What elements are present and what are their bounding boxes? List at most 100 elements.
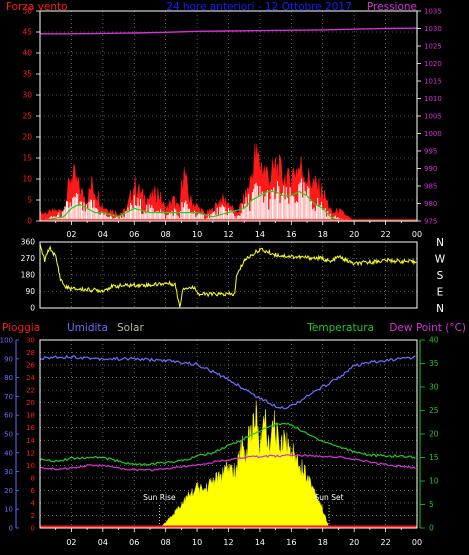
wind-tick-label: 25 [22,112,32,121]
rain-tick-label: 22 [26,387,35,395]
temperature-tick-label: 30 [429,383,439,392]
humidity-tick-label: 60 [4,412,13,420]
time-tick-label: 08 [161,538,171,547]
wind-tick-label: 30 [22,91,32,100]
humidity-tick-label: 30 [4,468,13,476]
pressure-tick-label: 1025 [424,43,442,51]
time-tick-label: 00 [412,230,422,239]
time-tick-label: 16 [286,538,296,547]
direction-tick-label: 180 [21,271,36,280]
time-tick-label: 12 [223,230,233,239]
time-tick-label: 04 [98,538,108,547]
pressure-tick-label: 1015 [424,78,442,86]
wind-average-line [39,190,417,222]
pressure-tick-label: 985 [424,183,437,191]
wind-tick-label: 20 [22,133,32,142]
rain-tick-label: 18 [26,412,35,420]
wind-axis-label: Forza vento [6,1,68,13]
time-tick-label: 10 [192,538,202,547]
rain-tick-label: 16 [26,424,35,432]
sun-marker-label: Sun Set [315,493,344,502]
pressure-tick-label: 975 [424,218,437,226]
compass-label: N [436,303,444,315]
humidity-line [40,354,416,410]
time-tick-label: 14 [255,538,265,547]
humidity-tick-label: 0 [9,525,13,533]
time-tick-label: 02 [66,230,76,239]
humidity-tick-label: 40 [4,449,13,457]
temperature-tick-label: 5 [429,500,434,509]
compass-label: W [435,254,446,266]
direction-tick-label: 0 [30,304,35,313]
time-tick-label: 06 [129,538,139,547]
wind-direction-frame [39,241,418,309]
temperature-tick-label: 25 [429,406,439,415]
temperature-tick-label: 35 [429,359,439,368]
humidity-tick-label: 50 [4,431,13,439]
rain-tick-label: 8 [31,474,35,482]
pressure-tick-label: 990 [424,165,437,173]
direction-tick-label: 90 [25,287,35,296]
temperature-tick-label: 20 [429,430,439,439]
rain-axis-label: Pioggia [2,322,40,334]
humidity-tick-label: 70 [4,393,13,401]
rain-tick-label: 20 [26,399,35,407]
time-tick-label: 18 [318,538,328,547]
time-tick-label: 12 [223,538,233,547]
time-tick-label: 00 [412,538,422,547]
wind-tick-label: 15 [22,154,32,163]
rain-tick-label: 4 [31,499,36,507]
rain-tick-label: 30 [26,337,35,345]
humidity-tick-label: 80 [4,374,13,382]
time-tick-label: 02 [66,538,76,547]
direction-tick-label: 360 [21,238,36,247]
wind-chart: 0510152025303540455097598098599099510001… [22,7,441,240]
compass-label: N [436,237,444,249]
pressure-tick-label: 1035 [424,8,442,16]
humidity-axis-label: Umidita [67,322,108,334]
chart-title: 24 hore anteriori - 12 Ottobre 2017 [166,1,352,13]
pressure-tick-label: 1020 [424,60,442,68]
rain-tick-label: 26 [26,362,35,370]
wind-direction-line [39,243,417,308]
dewpoint-line [39,453,416,472]
time-tick-label: 20 [349,538,359,547]
humidity-tick-label: 100 [0,337,13,345]
rain-tick-label: 28 [26,349,35,357]
temperature-tick-label: 10 [429,477,439,486]
rain-tick-label: 10 [26,462,35,470]
wind-tick-label: 40 [22,49,32,58]
time-tick-label: 08 [161,230,171,239]
rain-tick-label: 6 [31,487,36,495]
pressure-tick-label: 995 [424,148,437,156]
pressure-tick-label: 1010 [424,95,442,103]
wind-tick-label: 0 [27,217,32,226]
wind-tick-label: 10 [22,175,32,184]
dewpoint-axis-label: Dew Point (°C) [389,322,466,334]
humidity-tick-label: 90 [4,355,13,363]
pressure-tick-label: 1030 [424,25,442,33]
pressure-tick-label: 1005 [424,113,442,121]
rain-humidity-temperature-chart: Sun Rise Sun Set0102030405060708090100024… [0,336,439,548]
temperature-axis-label: Temperatura [306,322,374,334]
time-tick-label: 10 [192,230,202,239]
time-tick-label: 04 [98,230,108,239]
pressure-line [40,27,418,35]
rain-tick-label: 2 [31,512,35,520]
time-tick-label: 18 [318,230,328,239]
temperature-tick-label: 40 [429,336,439,345]
wind-tick-label: 50 [22,7,32,16]
rain-tick-label: 12 [26,449,35,457]
temperature-tick-label: 15 [429,453,439,462]
time-tick-label: 20 [349,230,359,239]
temperature-line [39,422,416,467]
time-tick-label: 22 [380,538,390,547]
solar-axis-label: Solar [117,322,144,334]
humidity-tick-label: 10 [4,506,13,514]
compass-label: E [437,287,444,299]
rain-tick-label: 24 [26,374,35,382]
compass-label: S [437,270,444,282]
pressure-tick-label: 1000 [424,130,442,138]
